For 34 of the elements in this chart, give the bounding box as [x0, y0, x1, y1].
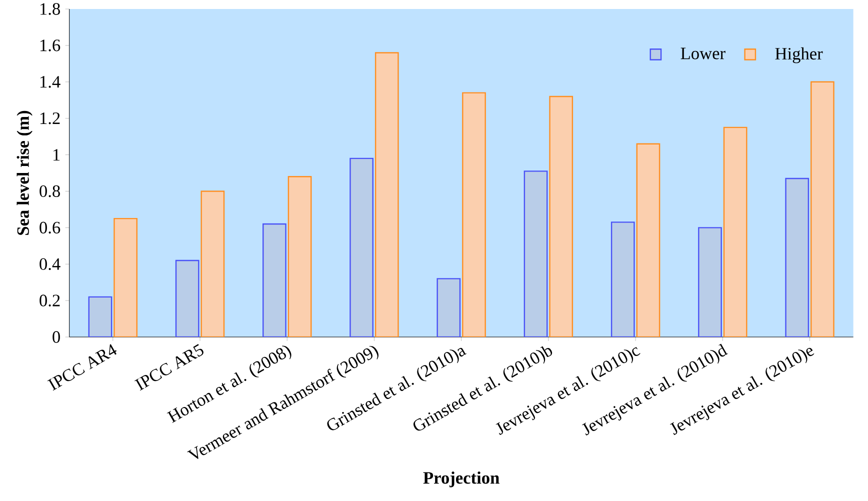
y-axis-title: Sea level rise (m) [16, 110, 32, 235]
bar [288, 176, 312, 338]
bar [350, 158, 374, 338]
bar [785, 178, 810, 338]
x-axis-title: Projection [423, 472, 500, 488]
bar [723, 126, 748, 338]
y-tick-label: 1.2 [40, 112, 60, 124]
legend-label: Higher [775, 47, 823, 64]
bar [636, 143, 660, 338]
bar [610, 222, 635, 338]
bar [524, 170, 548, 338]
bar [114, 218, 138, 338]
bar [436, 278, 461, 338]
y-tick-label: 1.4 [40, 76, 60, 88]
y-tick-label: 0.8 [40, 185, 60, 198]
bar [200, 190, 225, 338]
bar [549, 96, 574, 338]
y-tick-label: 1.6 [40, 40, 60, 52]
bar [698, 227, 722, 338]
bar [262, 223, 286, 338]
y-tick-label: 0 [52, 331, 60, 343]
bar [88, 296, 112, 338]
bar [175, 260, 200, 338]
y-tick-label: 1 [53, 149, 60, 161]
y-tick-label: 0.4 [40, 258, 60, 270]
x-tick-label: IPCC AR4 [47, 344, 117, 391]
x-tick-label: IPCC AR5 [134, 344, 204, 391]
y-tick-label: 1.8 [40, 3, 60, 15]
bar [374, 52, 399, 338]
y-tick-label: 0.2 [40, 294, 60, 306]
bar [462, 92, 486, 338]
y-tick-label: 0.6 [40, 222, 60, 234]
legend-label: Lower [680, 48, 726, 60]
bar [810, 81, 834, 338]
